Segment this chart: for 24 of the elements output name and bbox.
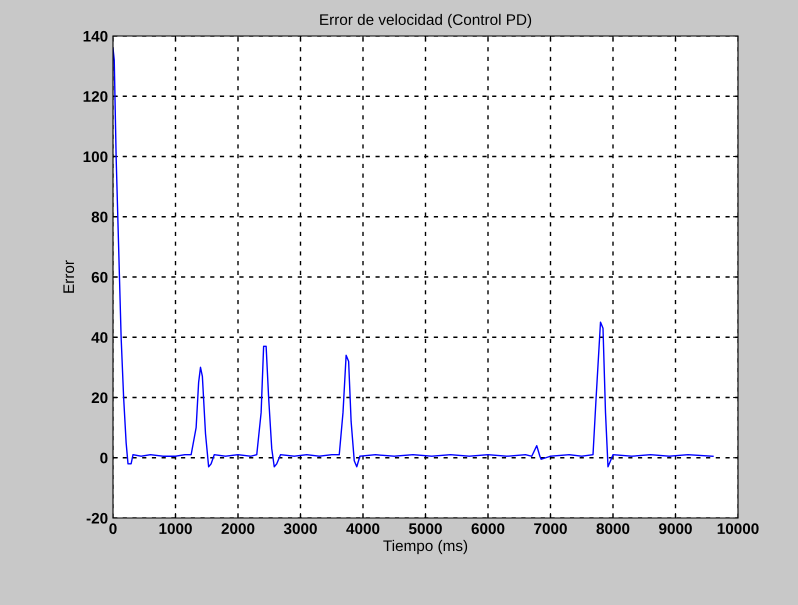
x-tick-label: 2000 — [222, 523, 254, 534]
y-tick-label: 80 — [92, 212, 108, 222]
x-tick-label: 6000 — [472, 523, 504, 534]
x-axis-title: Tiempo (ms) — [383, 540, 468, 554]
y-tick-label: 60 — [92, 272, 108, 283]
x-tick-label: 0 — [109, 523, 117, 534]
x-tick-label: 8000 — [596, 523, 630, 534]
x-tick-label: 10000 — [718, 523, 759, 534]
x-tick-label: 5000 — [408, 523, 442, 534]
y-tick-label: 40 — [91, 332, 108, 343]
x-tick-label: 7000 — [534, 523, 567, 534]
x-tick-label: 9000 — [659, 523, 692, 534]
y-tick-label: 0 — [100, 452, 108, 464]
chart-title: Error de velocidad (Control PD) — [320, 14, 532, 28]
y-tick-label: 100 — [84, 151, 108, 162]
x-tick-label: 3000 — [284, 523, 317, 534]
y-tick-label: -20 — [86, 512, 108, 524]
x-tick-label: 4000 — [346, 523, 380, 534]
y-tick-label: 120 — [84, 91, 108, 102]
line-series — [113, 47, 714, 468]
y-tick-label: 20 — [92, 392, 108, 404]
y-tick-label: 140 — [84, 30, 108, 42]
x-tick-label: 1000 — [159, 523, 192, 534]
y-axis-title: Error — [63, 260, 74, 293]
